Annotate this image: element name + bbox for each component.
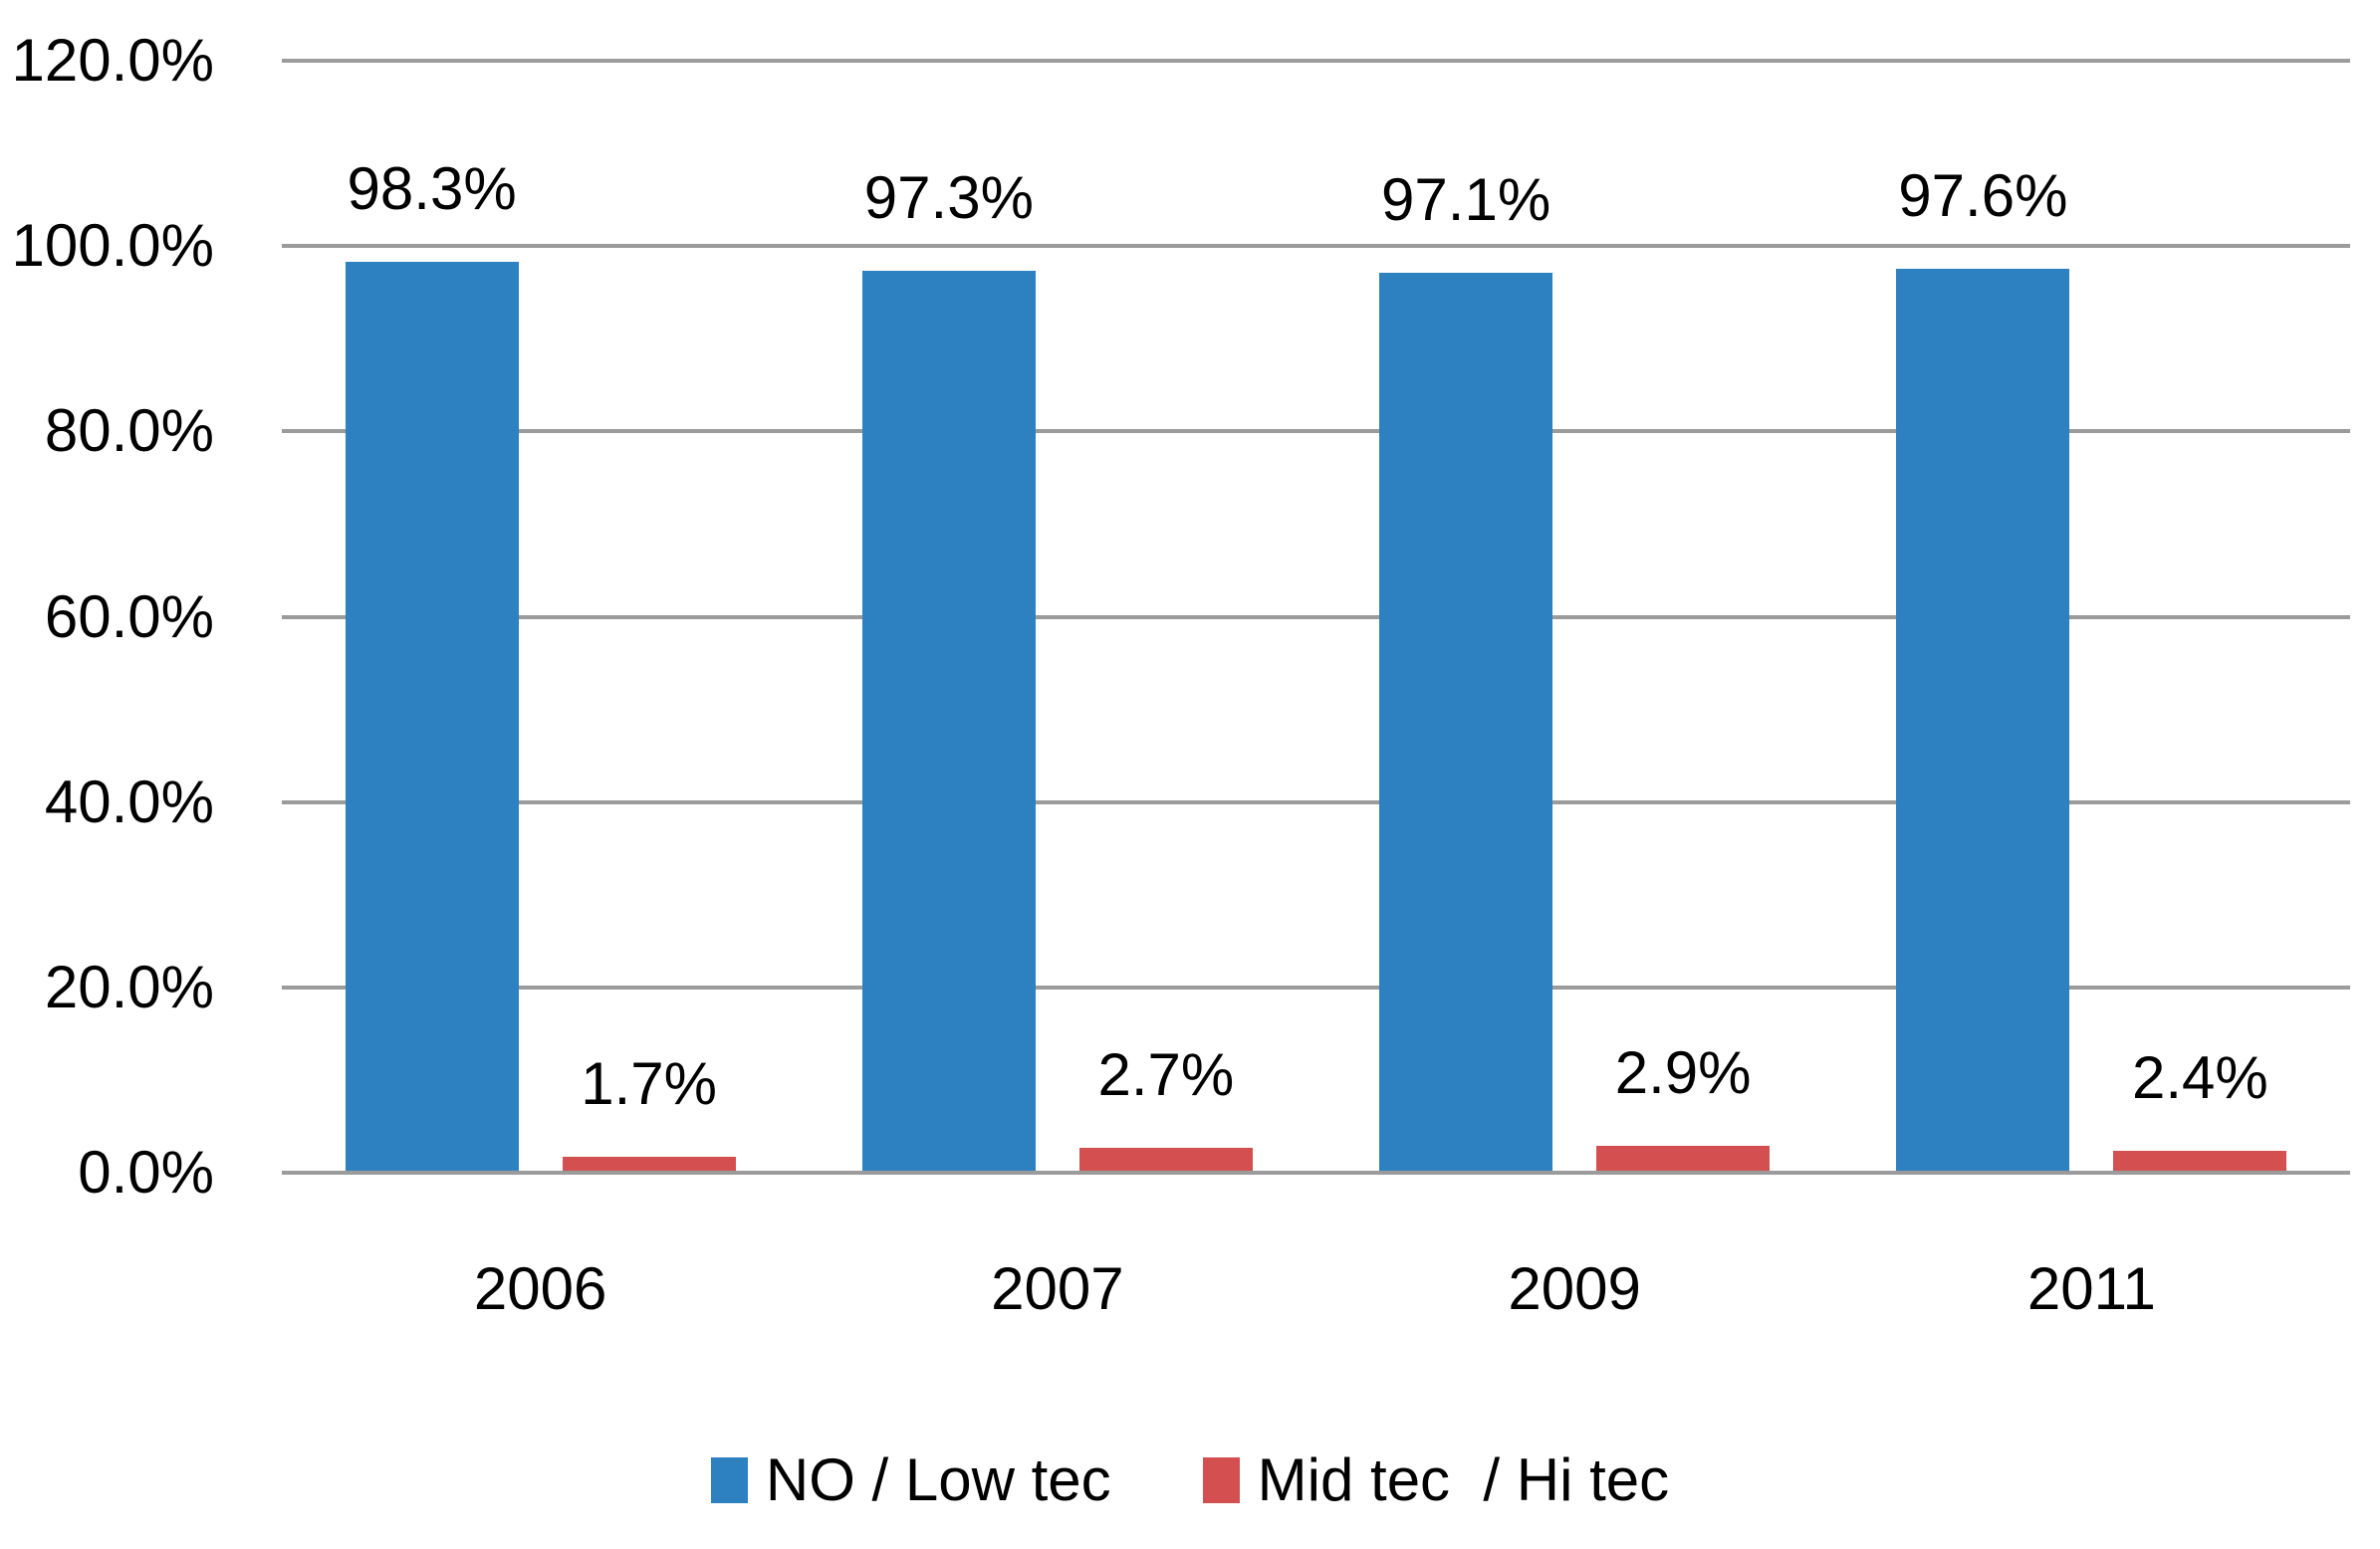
legend: NO / Low tec Mid tec / Hi tec (0, 1445, 2380, 1515)
y-tick-label: 80.0% (44, 397, 214, 465)
gridline (282, 985, 2350, 990)
x-tick-label: 2011 (2026, 1255, 2156, 1322)
bar-data-label: 97.1% (1381, 166, 1551, 234)
gridline (282, 59, 2350, 63)
gridline (282, 614, 2350, 619)
bar-group: 97.1% 2.9% (1316, 61, 1833, 1173)
legend-item-no-low-tec: NO / Low tec (710, 1445, 1111, 1515)
y-axis: 120.0% 100.0% 80.0% 60.0% 40.0% 20.0% 0.0% (0, 31, 215, 1203)
bar-series-0-2011: 97.6% (1896, 162, 2070, 1173)
bar-data-label: 2.7% (1097, 1040, 1235, 1108)
bar-series-0-2009: 97.1% (1379, 167, 1553, 1173)
y-tick-label: 60.0% (44, 582, 214, 650)
bar-group: 97.6% 2.4% (1833, 61, 2350, 1173)
x-tick-label: 2006 (473, 1255, 607, 1322)
bar-series-0-2007: 97.3% (861, 165, 1036, 1173)
bar-groups: 98.3% 1.7% 97.3% 2.7% 97.1% 2.9% 97.6% 2.4% (282, 61, 2350, 1173)
bar-data-label: 2.4% (2131, 1043, 2268, 1111)
bar-series-0-2006: 98.3% (345, 156, 519, 1173)
y-tick-label: 40.0% (44, 768, 214, 835)
bar-group: 98.3% 1.7% (282, 61, 799, 1173)
y-tick-label: 120.0% (11, 27, 215, 94)
y-tick-label: 20.0% (44, 953, 214, 1020)
bar-data-label: 97.3% (863, 164, 1034, 232)
gridline (282, 799, 2350, 804)
legend-swatch-blue-icon (710, 1457, 748, 1503)
legend-label: Mid tec / Hi tec (1257, 1446, 1670, 1513)
legend-swatch-red-icon (1202, 1457, 1240, 1503)
bar-series-1-2011: 2.4% (2113, 1044, 2287, 1173)
plot-area: 98.3% 1.7% 97.3% 2.7% 97.1% 2.9% 97.6% 2.4% (282, 59, 2350, 1175)
bar-group: 97.3% 2.7% (799, 61, 1315, 1173)
y-tick-label: 0.0% (78, 1139, 214, 1206)
bar-data-label: 2.9% (1614, 1039, 1752, 1107)
x-tick-label: 2009 (1508, 1255, 1641, 1322)
y-tick-label: 100.0% (11, 212, 215, 280)
gridline (282, 1171, 2350, 1175)
bar-data-label: 1.7% (581, 1050, 718, 1118)
x-tick-label: 2007 (991, 1255, 1124, 1322)
bar-data-label: 97.6% (1898, 161, 2068, 229)
bar-series-1-2007: 2.7% (1078, 1041, 1253, 1173)
legend-item-mid-hi-tec: Mid tec / Hi tec (1202, 1445, 1670, 1515)
gridline (282, 244, 2350, 249)
bar-series-1-2006: 1.7% (562, 1051, 736, 1173)
bar-data-label: 98.3% (347, 155, 517, 222)
x-axis: 2006 2007 2009 2011 (282, 1256, 2350, 1322)
legend-label: NO / Low tec (765, 1446, 1111, 1513)
gridline (282, 429, 2350, 434)
bar-series-1-2009: 2.9% (1596, 1040, 1771, 1173)
